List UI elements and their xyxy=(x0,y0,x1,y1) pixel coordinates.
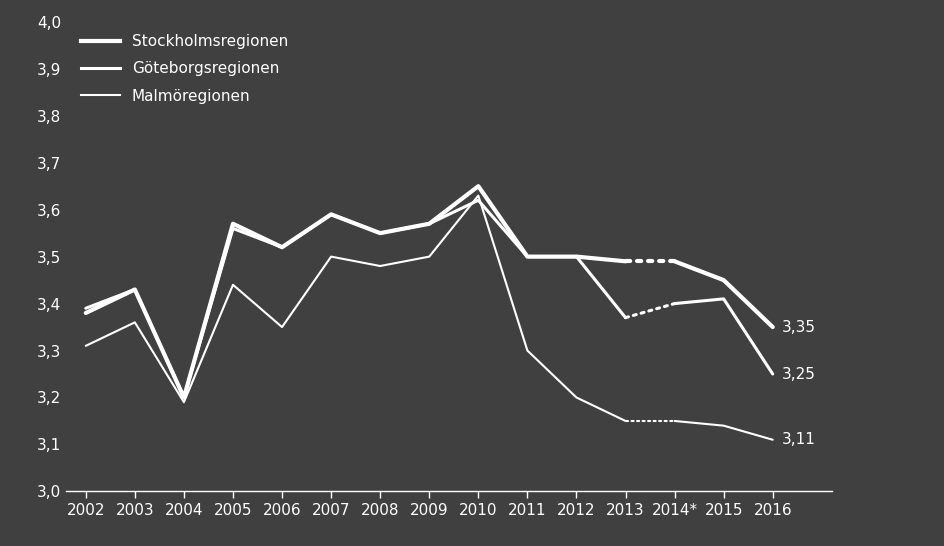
Text: 3,25: 3,25 xyxy=(781,366,815,382)
Text: 3,35: 3,35 xyxy=(781,319,815,335)
Legend: Stockholmsregionen, Göteborgsregionen, Malmöregionen: Stockholmsregionen, Göteborgsregionen, M… xyxy=(81,34,288,104)
Text: 3,11: 3,11 xyxy=(781,432,815,447)
